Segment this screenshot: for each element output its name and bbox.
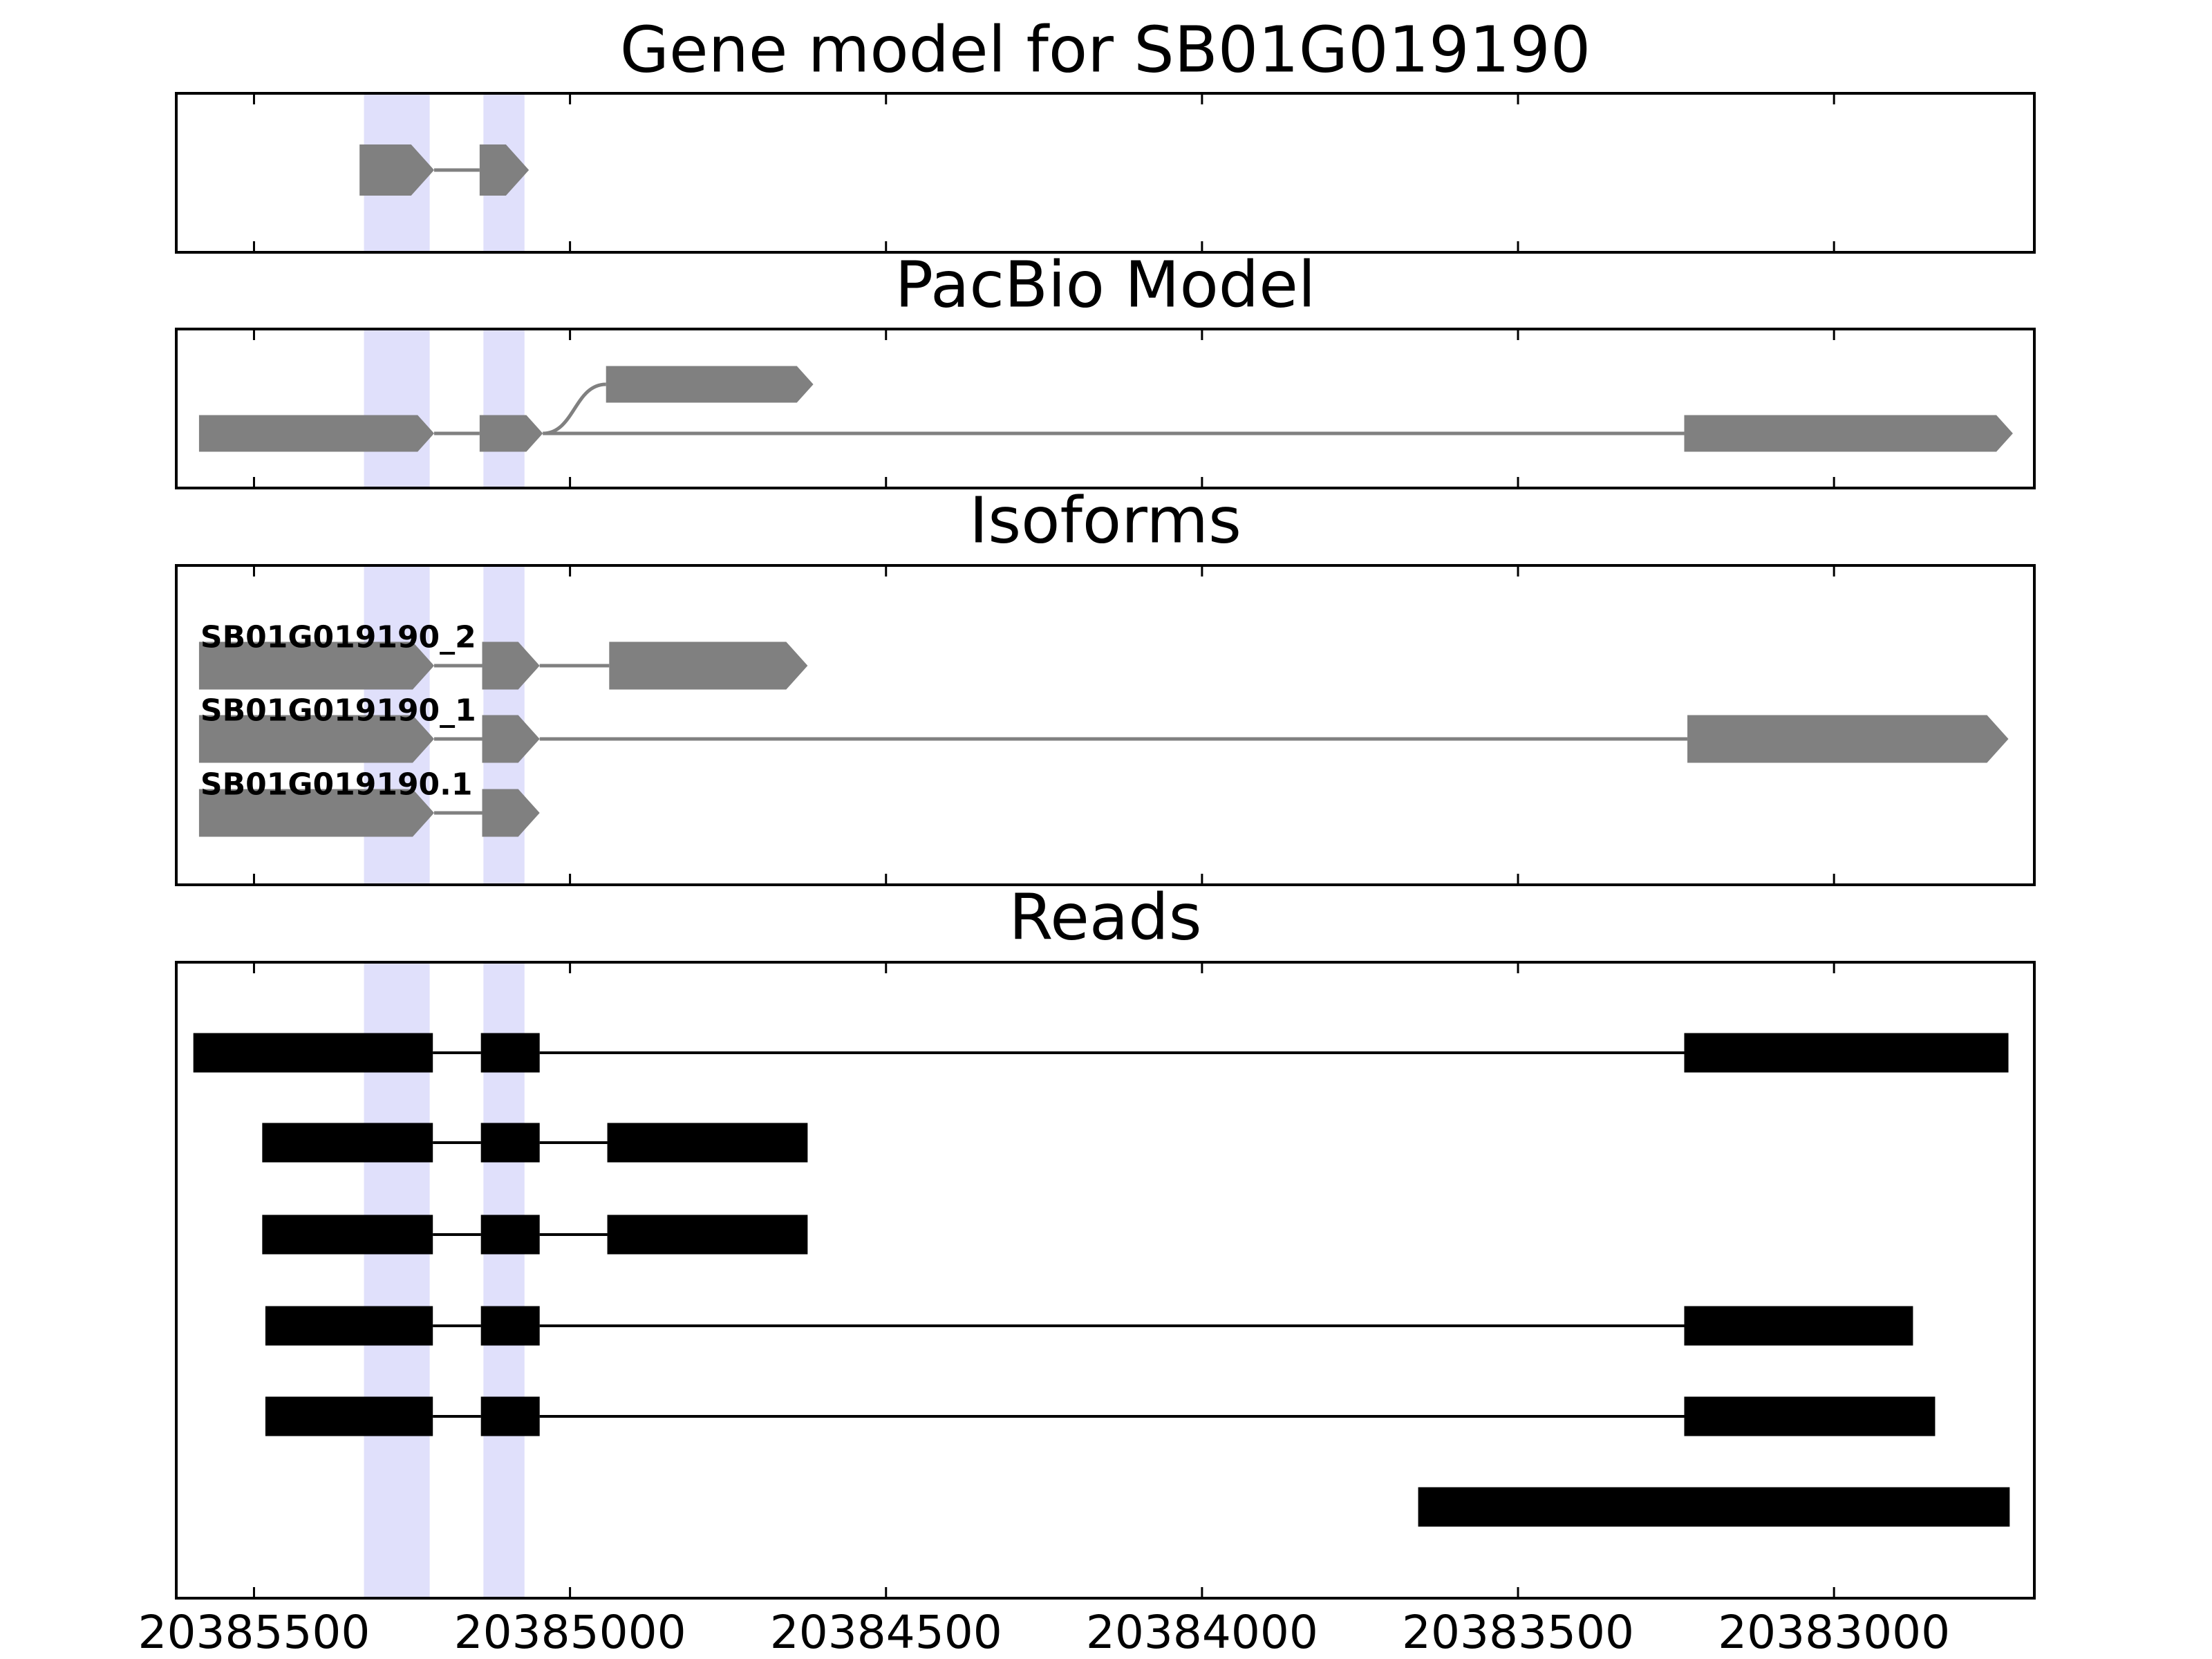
panel-title: Gene model for SB01G019190 [620, 12, 1591, 86]
x-tick-label: 20384000 [1086, 1606, 1318, 1659]
exon [479, 144, 529, 196]
panel-frame [175, 92, 2036, 254]
x-tick-label: 20385000 [454, 1606, 686, 1659]
highlight-band [483, 329, 525, 488]
read-block [262, 1123, 433, 1163]
intron-branch [543, 382, 606, 435]
panel-title: PacBio Model [895, 247, 1316, 321]
exon [609, 641, 808, 690]
read-block [265, 1306, 433, 1346]
read-block [480, 1033, 540, 1073]
read-block [480, 1123, 540, 1163]
x-tick-label: 20384500 [770, 1606, 1002, 1659]
isoform-label: SB01G019190_2 [200, 620, 476, 655]
exon [359, 144, 435, 196]
panel-frame [175, 961, 2036, 1600]
exon [479, 415, 543, 452]
read-block [480, 1306, 540, 1346]
exon [1684, 415, 2013, 452]
x-tick-label: 20385500 [138, 1606, 370, 1659]
exon [198, 715, 435, 763]
panel-title: Isoforms [969, 483, 1241, 557]
read-block [607, 1215, 808, 1255]
read-block [1418, 1487, 2010, 1527]
isoform-label: SB01G019190_1 [200, 693, 476, 729]
highlight-band [364, 329, 430, 488]
exon [198, 641, 435, 690]
x-tick-label: 20383500 [1402, 1606, 1634, 1659]
read-block [262, 1215, 433, 1255]
panel-frame [175, 564, 2036, 886]
read-block [607, 1123, 808, 1163]
exon [482, 715, 540, 763]
read-block [193, 1033, 433, 1073]
isoform-label: SB01G019190.1 [200, 767, 473, 803]
exon [606, 366, 814, 403]
read-block [1684, 1396, 1936, 1436]
read-block [1684, 1306, 1913, 1346]
read-block [265, 1396, 433, 1436]
panel-frame [175, 328, 2036, 489]
exon [198, 789, 435, 837]
exon [1687, 715, 2009, 763]
x-tick-label: 20383000 [1718, 1606, 1950, 1659]
panel-title: Reads [1009, 880, 1201, 954]
exon [482, 789, 540, 837]
read-block [1684, 1033, 2009, 1073]
read-block [480, 1215, 540, 1255]
read-block [480, 1396, 540, 1436]
exon [482, 641, 540, 690]
exon [198, 415, 435, 452]
